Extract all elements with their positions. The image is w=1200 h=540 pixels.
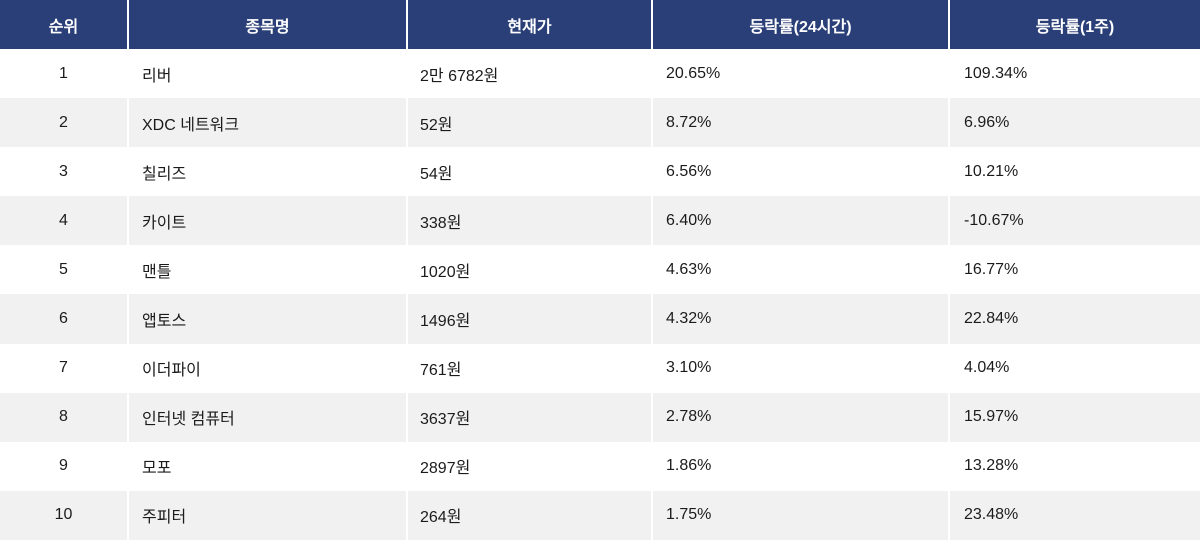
- change-24h-cell: 8.72%: [653, 98, 950, 148]
- table-row: 5 맨틀 1020원 4.63% 16.77%: [0, 245, 1200, 295]
- rank-cell: 1: [0, 49, 129, 99]
- table-row: 2 XDC 네트워크 52원 8.72% 6.96%: [0, 98, 1200, 148]
- name-cell: 맨틀: [129, 245, 408, 295]
- change-24h-cell: 20.65%: [653, 49, 950, 99]
- rank-cell: 5: [0, 245, 129, 295]
- change-1w-cell: 4.04%: [950, 343, 1200, 393]
- column-header-change-1w: 등락률(1주): [950, 0, 1200, 49]
- rank-cell: 8: [0, 392, 129, 442]
- change-24h-cell: 1.75%: [653, 490, 950, 540]
- price-cell: 2만 6782원: [408, 49, 653, 99]
- change-24h-cell: 4.32%: [653, 294, 950, 344]
- name-cell: 모포: [129, 441, 408, 491]
- table-row: 6 앱토스 1496원 4.32% 22.84%: [0, 294, 1200, 344]
- price-cell: 3637원: [408, 392, 653, 442]
- table-row: 7 이더파이 761원 3.10% 4.04%: [0, 343, 1200, 393]
- change-24h-cell: 4.63%: [653, 245, 950, 295]
- price-cell: 1496원: [408, 294, 653, 344]
- price-cell: 761원: [408, 343, 653, 393]
- table-row: 3 칠리즈 54원 6.56% 10.21%: [0, 147, 1200, 197]
- name-cell: XDC 네트워크: [129, 98, 408, 148]
- change-24h-cell: 6.56%: [653, 147, 950, 197]
- rank-cell: 6: [0, 294, 129, 344]
- change-1w-cell: 10.21%: [950, 147, 1200, 197]
- change-24h-cell: 1.86%: [653, 441, 950, 491]
- price-cell: 2897원: [408, 441, 653, 491]
- table-header-row: 순위 종목명 현재가 등락률(24시간) 등락률(1주): [0, 0, 1200, 49]
- price-cell: 264원: [408, 490, 653, 540]
- price-cell: 338원: [408, 196, 653, 246]
- name-cell: 카이트: [129, 196, 408, 246]
- table-body: 1 리버 2만 6782원 20.65% 109.34% 2 XDC 네트워크 52원 8.72…: [0, 49, 1200, 540]
- change-1w-cell: 15.97%: [950, 392, 1200, 442]
- change-1w-cell: 16.77%: [950, 245, 1200, 295]
- rank-cell: 4: [0, 196, 129, 246]
- rank-cell: 9: [0, 441, 129, 491]
- column-header-name: 종목명: [129, 0, 408, 49]
- table-row: 1 리버 2만 6782원 20.65% 109.34%: [0, 49, 1200, 99]
- change-1w-cell: 23.48%: [950, 490, 1200, 540]
- rank-cell: 3: [0, 147, 129, 197]
- change-24h-cell: 2.78%: [653, 392, 950, 442]
- column-header-rank: 순위: [0, 0, 129, 49]
- rank-cell: 7: [0, 343, 129, 393]
- name-cell: 칠리즈: [129, 147, 408, 197]
- change-1w-cell: 13.28%: [950, 441, 1200, 491]
- column-header-change-24h: 등락률(24시간): [653, 0, 950, 49]
- rank-cell: 2: [0, 98, 129, 148]
- change-1w-cell: 6.96%: [950, 98, 1200, 148]
- price-cell: 52원: [408, 98, 653, 148]
- change-1w-cell: -10.67%: [950, 196, 1200, 246]
- table-row: 8 인터넷 컴퓨터 3637원 2.78% 15.97%: [0, 392, 1200, 442]
- name-cell: 이더파이: [129, 343, 408, 393]
- name-cell: 리버: [129, 49, 408, 99]
- table-row: 9 모포 2897원 1.86% 13.28%: [0, 441, 1200, 491]
- table-row: 10 주피터 264원 1.75% 23.48%: [0, 490, 1200, 540]
- table-row: 4 카이트 338원 6.40% -10.67%: [0, 196, 1200, 246]
- rank-cell: 10: [0, 490, 129, 540]
- name-cell: 인터넷 컴퓨터: [129, 392, 408, 442]
- change-1w-cell: 109.34%: [950, 49, 1200, 99]
- change-24h-cell: 6.40%: [653, 196, 950, 246]
- price-cell: 54원: [408, 147, 653, 197]
- change-24h-cell: 3.10%: [653, 343, 950, 393]
- column-header-price: 현재가: [408, 0, 653, 49]
- name-cell: 앱토스: [129, 294, 408, 344]
- change-1w-cell: 22.84%: [950, 294, 1200, 344]
- name-cell: 주피터: [129, 490, 408, 540]
- price-cell: 1020원: [408, 245, 653, 295]
